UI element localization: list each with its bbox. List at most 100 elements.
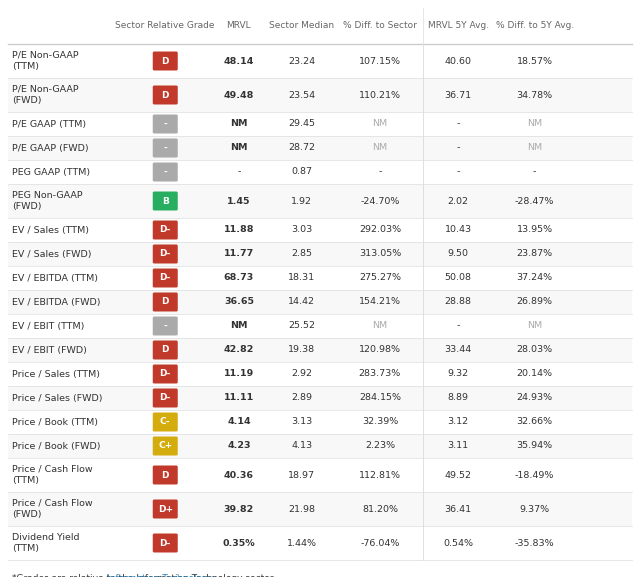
Bar [8,434,632,458]
Text: EV / EBITDA (FWD): EV / EBITDA (FWD) [12,298,100,306]
Text: MRVL 5Y Avg.: MRVL 5Y Avg. [428,21,489,31]
FancyBboxPatch shape [153,293,178,312]
Text: 283.73%: 283.73% [359,369,401,379]
Text: MRVL: MRVL [227,21,251,31]
Text: 81.20%: 81.20% [362,504,398,514]
Text: 11.88: 11.88 [223,226,254,234]
FancyBboxPatch shape [153,138,178,158]
Text: Price / Book (FWD): Price / Book (FWD) [12,441,100,451]
Text: -28.47%: -28.47% [515,197,554,205]
Text: 4.14: 4.14 [227,418,251,426]
Text: 23.87%: 23.87% [516,249,553,258]
Text: 35.94%: 35.94% [516,441,553,451]
Text: 29.45: 29.45 [288,119,315,129]
Text: D: D [161,298,169,306]
Bar [8,136,632,160]
FancyBboxPatch shape [153,317,178,335]
Text: 33.44: 33.44 [445,346,472,354]
Text: -: - [163,144,167,152]
Bar [8,112,632,136]
Text: 49.48: 49.48 [224,91,254,99]
Text: 26.89%: 26.89% [516,298,553,306]
Text: 40.36: 40.36 [224,470,254,479]
Text: 23.54: 23.54 [288,91,315,99]
Text: EV / EBIT (TTM): EV / EBIT (TTM) [12,321,84,331]
Bar [8,8,632,44]
Text: EV / EBITDA (TTM): EV / EBITDA (TTM) [12,273,98,283]
Text: -: - [163,119,167,129]
Text: Dividend Yield
(TTM): Dividend Yield (TTM) [12,533,79,553]
Bar [8,338,632,362]
Text: 2.92: 2.92 [291,369,312,379]
Text: *Grades are relative to the Information Technology sector: *Grades are relative to the Information … [12,574,273,577]
Text: -18.49%: -18.49% [515,470,554,479]
Bar [8,458,632,492]
Text: D: D [161,470,169,479]
Text: 11.77: 11.77 [224,249,254,258]
Text: 39.82: 39.82 [224,504,254,514]
Text: C+: C+ [158,441,172,451]
FancyBboxPatch shape [153,220,178,239]
Text: D-: D- [159,538,171,548]
Text: 49.52: 49.52 [445,470,472,479]
Text: EV / Sales (TTM): EV / Sales (TTM) [12,226,89,234]
Text: D: D [161,346,169,354]
Text: 36.41: 36.41 [445,504,472,514]
FancyBboxPatch shape [153,500,178,519]
Text: NM: NM [372,144,387,152]
Text: 2.23%: 2.23% [365,441,395,451]
FancyBboxPatch shape [153,365,178,384]
Bar [8,266,632,290]
Text: D-: D- [159,394,171,403]
Text: Sector Relative Grade: Sector Relative Grade [115,21,215,31]
Text: P/E GAAP (TTM): P/E GAAP (TTM) [12,119,86,129]
Text: 3.12: 3.12 [447,418,468,426]
Text: P/E Non-GAAP
(TTM): P/E Non-GAAP (TTM) [12,51,79,71]
Text: Price / Sales (FWD): Price / Sales (FWD) [12,394,102,403]
Bar [8,526,632,560]
Text: 18.31: 18.31 [288,273,315,283]
Text: 32.39%: 32.39% [362,418,398,426]
Text: 2.02: 2.02 [448,197,468,205]
Text: Price / Cash Flow
(FWD): Price / Cash Flow (FWD) [12,499,93,519]
Bar [8,386,632,410]
Text: 110.21%: 110.21% [359,91,401,99]
Text: 4.23: 4.23 [227,441,251,451]
FancyBboxPatch shape [153,534,178,553]
Text: -: - [378,167,381,177]
FancyBboxPatch shape [153,413,178,432]
Bar [8,362,632,386]
Text: -: - [456,144,460,152]
Text: 112.81%: 112.81% [359,470,401,479]
Text: NM: NM [230,321,248,331]
FancyBboxPatch shape [153,163,178,182]
Bar [8,218,632,242]
Text: 9.32: 9.32 [447,369,468,379]
Text: 2.85: 2.85 [291,249,312,258]
Text: D: D [161,57,169,66]
FancyBboxPatch shape [153,268,178,287]
Text: 11.11: 11.11 [224,394,254,403]
FancyBboxPatch shape [153,192,178,211]
Text: D+: D+ [157,504,173,514]
Text: 10.43: 10.43 [445,226,472,234]
Text: PEG Non-GAAP
(FWD): PEG Non-GAAP (FWD) [12,191,83,211]
FancyBboxPatch shape [153,245,178,264]
Text: -: - [456,321,460,331]
Text: NM: NM [372,119,387,129]
FancyBboxPatch shape [153,436,178,455]
Text: % Diff. to 5Y Avg.: % Diff. to 5Y Avg. [495,21,574,31]
Bar [8,44,632,78]
Text: 313.05%: 313.05% [359,249,401,258]
Text: D-: D- [159,273,171,283]
Text: 36.71: 36.71 [445,91,472,99]
Text: P/E GAAP (FWD): P/E GAAP (FWD) [12,144,88,152]
Text: 37.24%: 37.24% [516,273,553,283]
Text: NM: NM [230,119,248,129]
Text: 28.88: 28.88 [445,298,472,306]
Text: 3.11: 3.11 [447,441,468,451]
Text: -: - [533,167,536,177]
Text: Price / Book (TTM): Price / Book (TTM) [12,418,98,426]
Text: 25.52: 25.52 [288,321,315,331]
Text: EV / Sales (FWD): EV / Sales (FWD) [12,249,92,258]
